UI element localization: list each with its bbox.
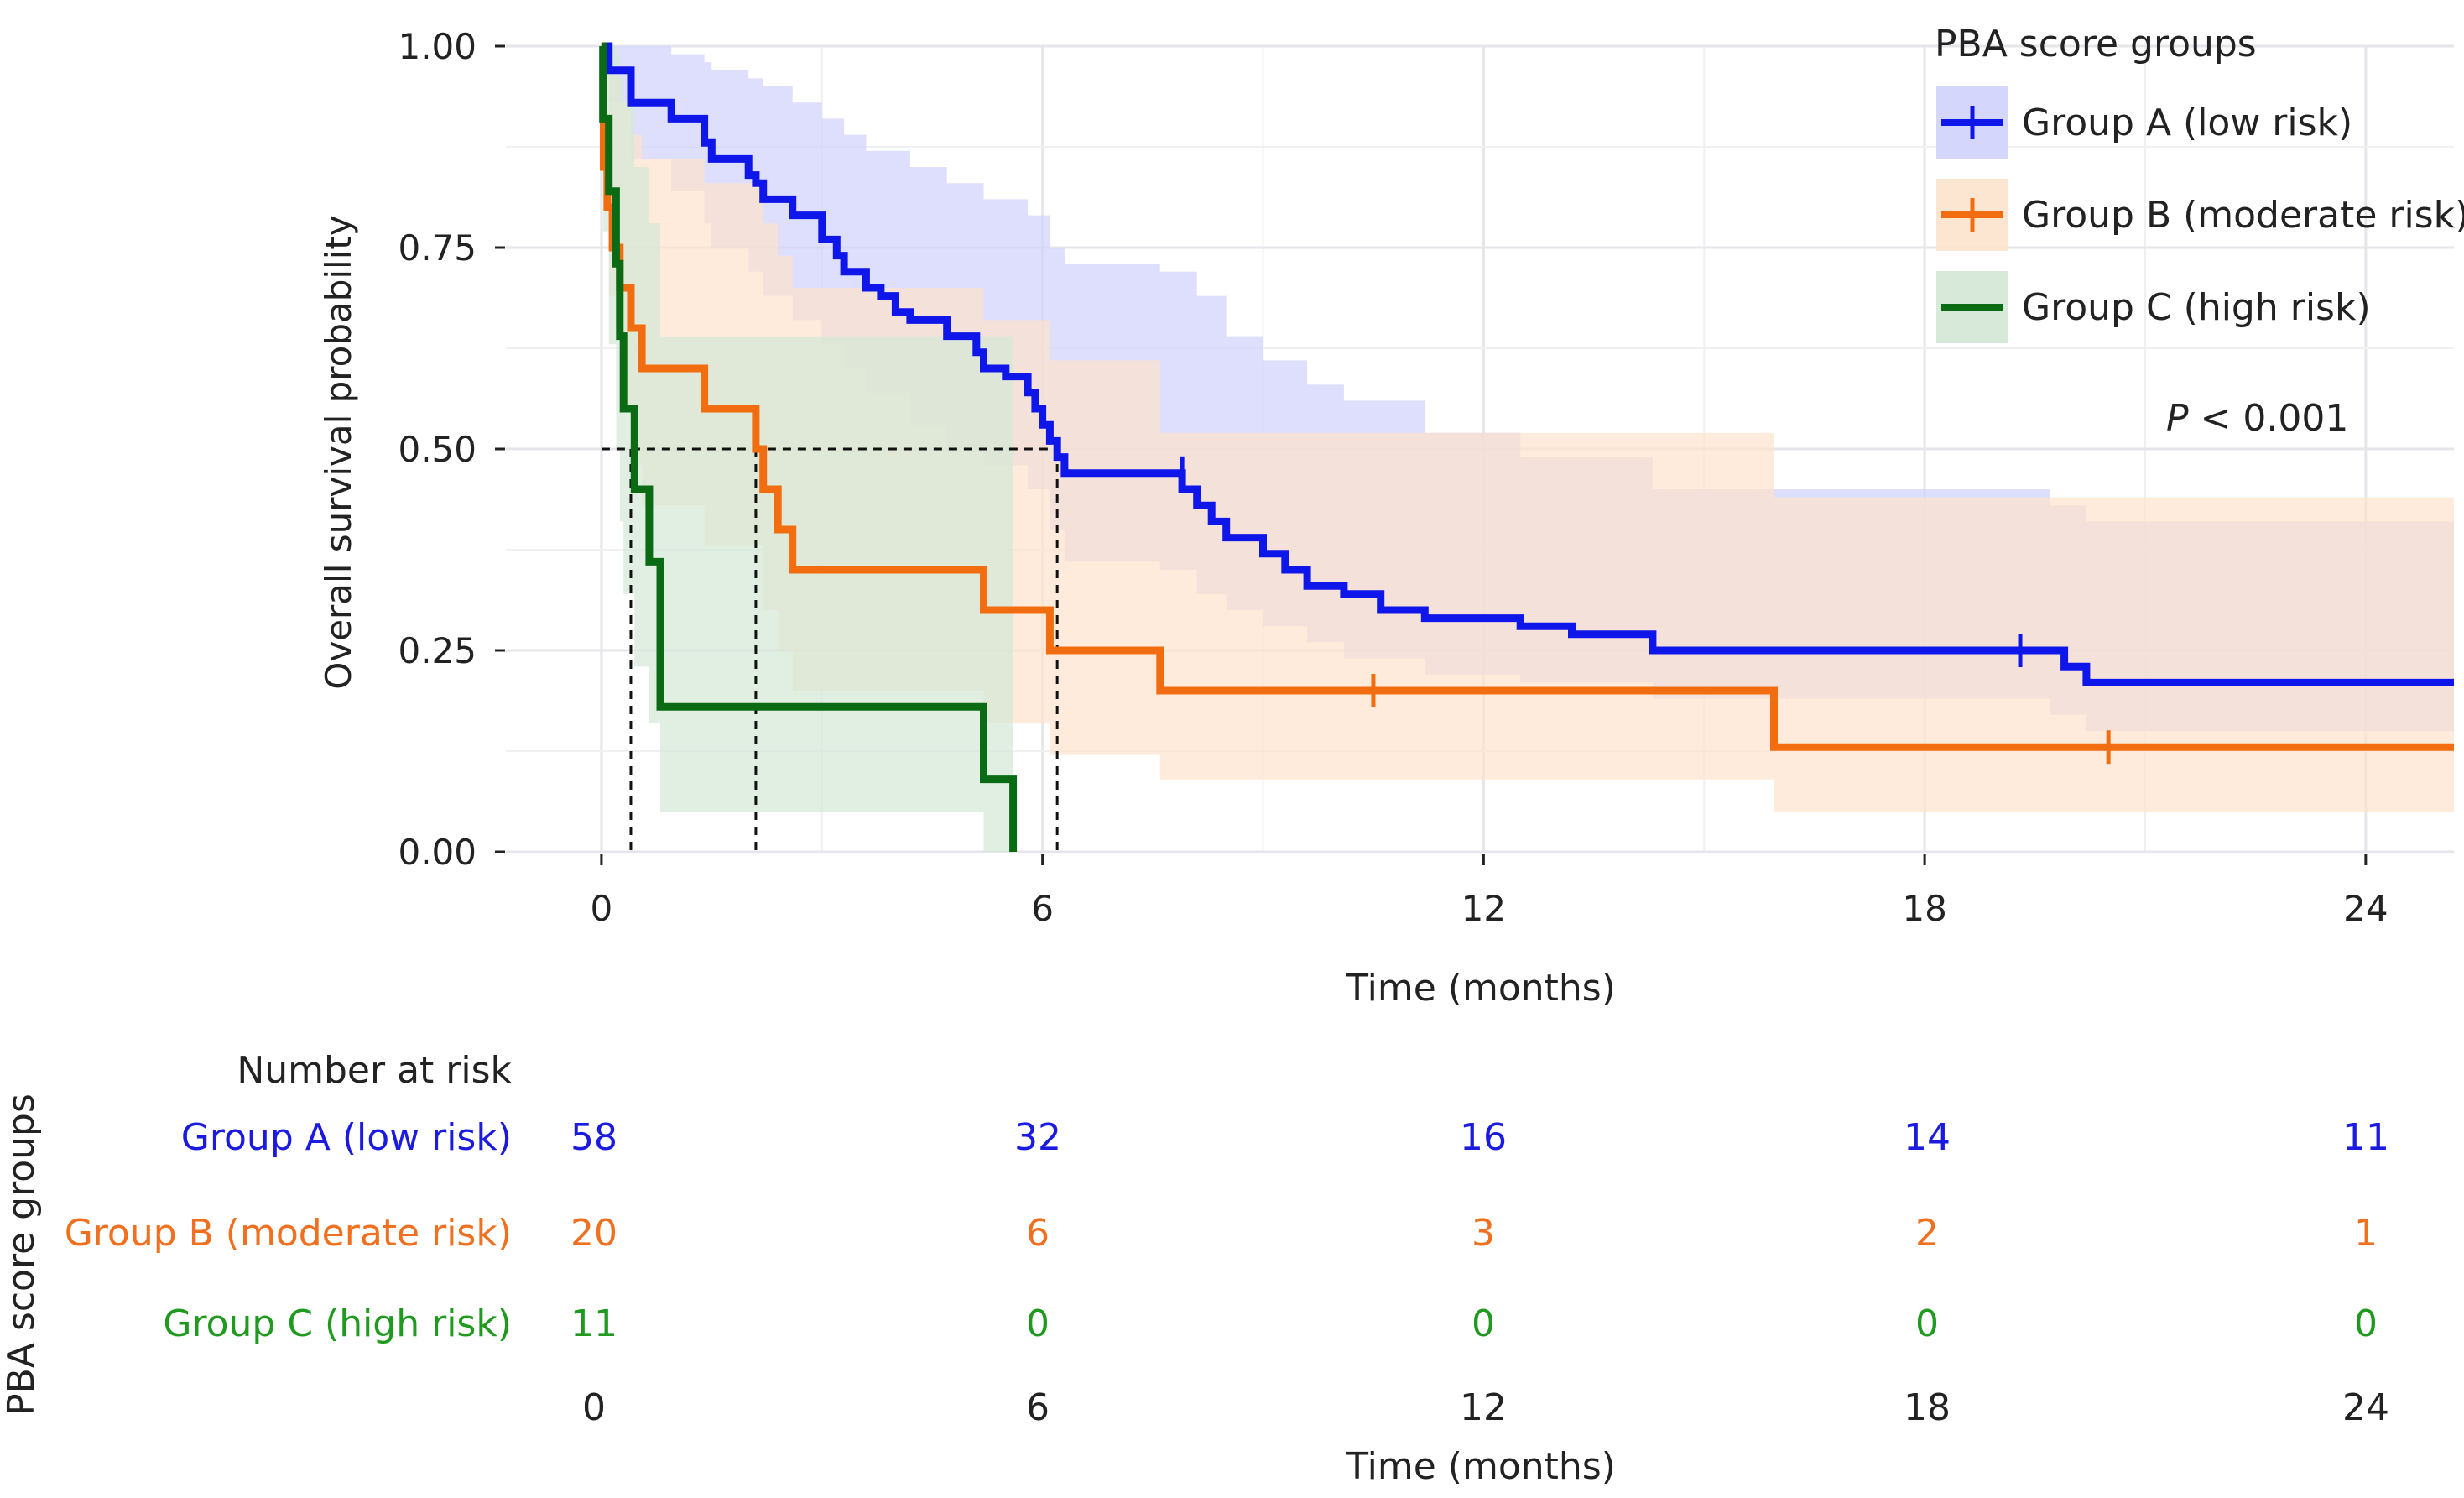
p-value-text: < 0.001	[2189, 397, 2349, 440]
legend-label: Group C (high risk)	[2022, 286, 2371, 329]
y-tick-label: 0.00	[398, 832, 477, 873]
risk-table: Number at risk PBA score groups Time (mo…	[0, 1049, 2389, 1488]
risk-count: 3	[1472, 1212, 1495, 1255]
legend-item-group-c-high-risk: Group C (high risk)	[1936, 271, 2371, 343]
risk-count: 2	[1915, 1212, 1939, 1255]
risk-count: 20	[570, 1212, 617, 1255]
x-tick-label: 24	[2343, 888, 2388, 929]
legend-item-group-b-moderate-risk: Group B (moderate risk)	[1936, 179, 2464, 251]
legend: PBA score groups Group A (low risk) Group…	[1935, 23, 2464, 343]
risk-count: 0	[1915, 1302, 1939, 1345]
risk-table-xlabel: Time (months)	[1345, 1445, 1616, 1488]
p-value-letter: P	[2166, 397, 2189, 440]
legend-item-group-a-low-risk: Group A (low risk)	[1936, 86, 2352, 159]
risk-row-label: Group A (low risk)	[181, 1116, 512, 1159]
y-tick-label: 1.00	[398, 26, 477, 67]
risk-row-group-a-low-risk: Group A (low risk) 58 32 16 14 11	[181, 1116, 2389, 1159]
legend-title: PBA score groups	[1935, 23, 2257, 65]
risk-count: 14	[1904, 1116, 1951, 1159]
risk-time-label: 24	[2342, 1386, 2389, 1429]
p-value-annotation: P < 0.001	[2166, 397, 2348, 440]
x-tick-label: 18	[1902, 888, 1946, 929]
risk-table-ylabel: PBA score groups	[0, 1093, 43, 1416]
confidence-band-group-c-high-risk	[601, 46, 1013, 852]
legend-label: Group B (moderate risk)	[2022, 194, 2464, 237]
axes: 0.00 0.25 0.50 0.75 1.00 0 6 12 18 24	[398, 26, 2388, 929]
risk-row-group-b-moderate-risk: Group B (moderate risk) 20 6 3 2 1	[65, 1212, 2378, 1255]
risk-row-label: Group C (high risk)	[163, 1302, 512, 1345]
risk-table-title: Number at risk	[237, 1049, 512, 1092]
risk-count: 11	[570, 1302, 617, 1345]
confidence-band-group-b-moderate-risk	[601, 46, 2455, 812]
risk-count: 11	[2342, 1116, 2389, 1159]
survival-curve-group-a-low-risk	[601, 42, 2454, 686]
x-tick-label: 0	[591, 888, 613, 929]
x-tick-label: 6	[1031, 888, 1054, 929]
risk-time-label: 0	[582, 1386, 606, 1429]
risk-row-label: Group B (moderate risk)	[65, 1212, 512, 1255]
confidence-bands	[601, 46, 2455, 852]
x-axis-label: Time (months)	[1345, 967, 1616, 1010]
risk-time-label: 12	[1460, 1386, 1507, 1429]
risk-count: 0	[1472, 1302, 1495, 1345]
legend-label: Group A (low risk)	[2022, 102, 2352, 144]
risk-count: 0	[1026, 1302, 1050, 1345]
y-tick-label: 0.25	[398, 630, 477, 671]
risk-count: 0	[2354, 1302, 2378, 1345]
risk-row-group-c-high-risk: Group C (high risk) 11 0 0 0 0	[163, 1302, 2378, 1345]
risk-count: 58	[570, 1116, 617, 1159]
survival-curves	[599, 42, 2454, 852]
risk-count: 16	[1460, 1116, 1507, 1159]
risk-count: 32	[1014, 1116, 1061, 1159]
survival-curve-group-c-high-risk	[599, 42, 1018, 852]
risk-time-label: 18	[1904, 1386, 1951, 1429]
censor-marks	[1180, 456, 2111, 765]
risk-time-label: 6	[1026, 1386, 1050, 1429]
x-tick-label: 12	[1461, 888, 1506, 929]
risk-count: 6	[1026, 1212, 1050, 1255]
y-tick-label: 0.50	[398, 429, 477, 470]
risk-count: 1	[2354, 1212, 2378, 1255]
y-tick-label: 0.75	[398, 227, 477, 269]
y-axis-label: Overall survival probability	[318, 215, 359, 689]
